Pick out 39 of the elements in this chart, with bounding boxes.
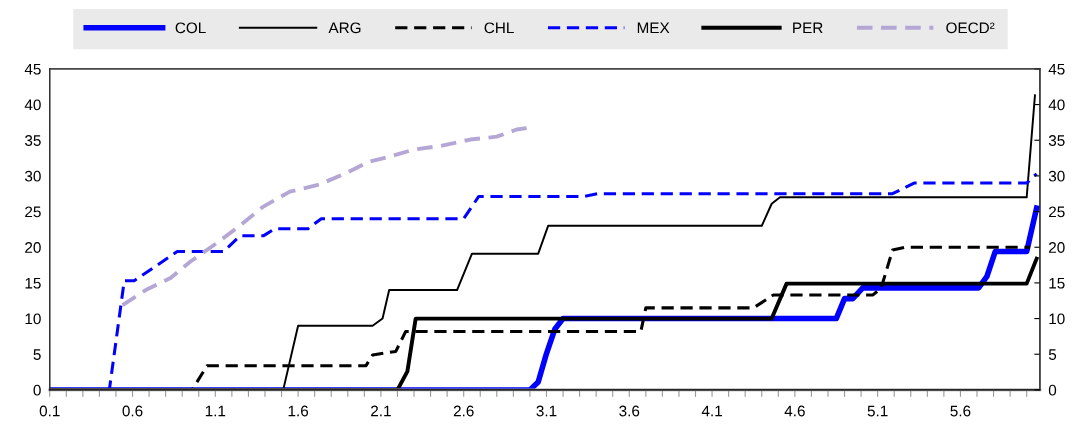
x-tick-label: 2.6 (453, 405, 474, 417)
legend-label: OECD² (946, 22, 995, 34)
legend-label: CHL (484, 22, 514, 34)
x-tick-label: 0.6 (122, 405, 143, 417)
y-tick-label: 5 (1048, 349, 1057, 360)
x-tick-label: 2.1 (371, 405, 391, 417)
x-tick-label: 1.6 (288, 405, 309, 417)
y-tick-label: 40 (1048, 99, 1065, 111)
y-tick-label: 25 (1049, 206, 1065, 218)
legend-label: MEX (637, 22, 670, 34)
y2-tick-label: 15 (25, 277, 41, 289)
x-tick-label: 5.1 (867, 405, 888, 417)
y2-tick-label: 35 (24, 135, 41, 146)
y2-tick-label: 40 (24, 99, 41, 111)
y2-tick-label: 20 (25, 242, 41, 253)
legend-label: ARG (328, 22, 361, 34)
y2-tick-label: 30 (24, 170, 41, 182)
x-tick-label: 3.1 (536, 405, 557, 417)
y2-tick-label: 5 (33, 349, 41, 360)
y2-tick-label: 25 (25, 206, 41, 218)
y-tick-label: 20 (1049, 242, 1065, 253)
x-tick-label: 3.6 (619, 405, 640, 417)
y-tick-label: 10 (1049, 313, 1065, 325)
y-tick-label: 45 (1048, 63, 1065, 75)
x-tick-label: 4.6 (784, 405, 805, 417)
x-tick-label: 1.1 (205, 405, 226, 417)
y-tick-label: 15 (1049, 277, 1065, 289)
legend-label: COL (175, 22, 206, 34)
y-tick-label: 0 (1048, 384, 1057, 396)
y2-tick-label: 45 (24, 63, 41, 75)
x-tick-label: 5.6 (950, 405, 971, 417)
y2-tick-label: 10 (25, 313, 41, 325)
y-tick-label: 30 (1048, 170, 1065, 182)
legend-label: PER (793, 22, 823, 34)
y-tick-label: 35 (1048, 135, 1065, 146)
y2-tick-label: 0 (33, 384, 41, 396)
x-tick-label: 0.1 (39, 405, 60, 417)
x-tick-label: 4.1 (701, 405, 722, 417)
line-series (120, 126, 529, 307)
